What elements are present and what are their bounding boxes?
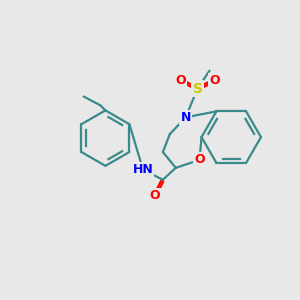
Text: S: S — [193, 82, 202, 96]
Text: HN: HN — [133, 163, 153, 176]
Text: O: O — [176, 74, 186, 87]
Text: O: O — [150, 189, 160, 202]
Text: O: O — [209, 74, 220, 87]
Text: O: O — [194, 153, 205, 167]
Text: N: N — [181, 111, 191, 124]
